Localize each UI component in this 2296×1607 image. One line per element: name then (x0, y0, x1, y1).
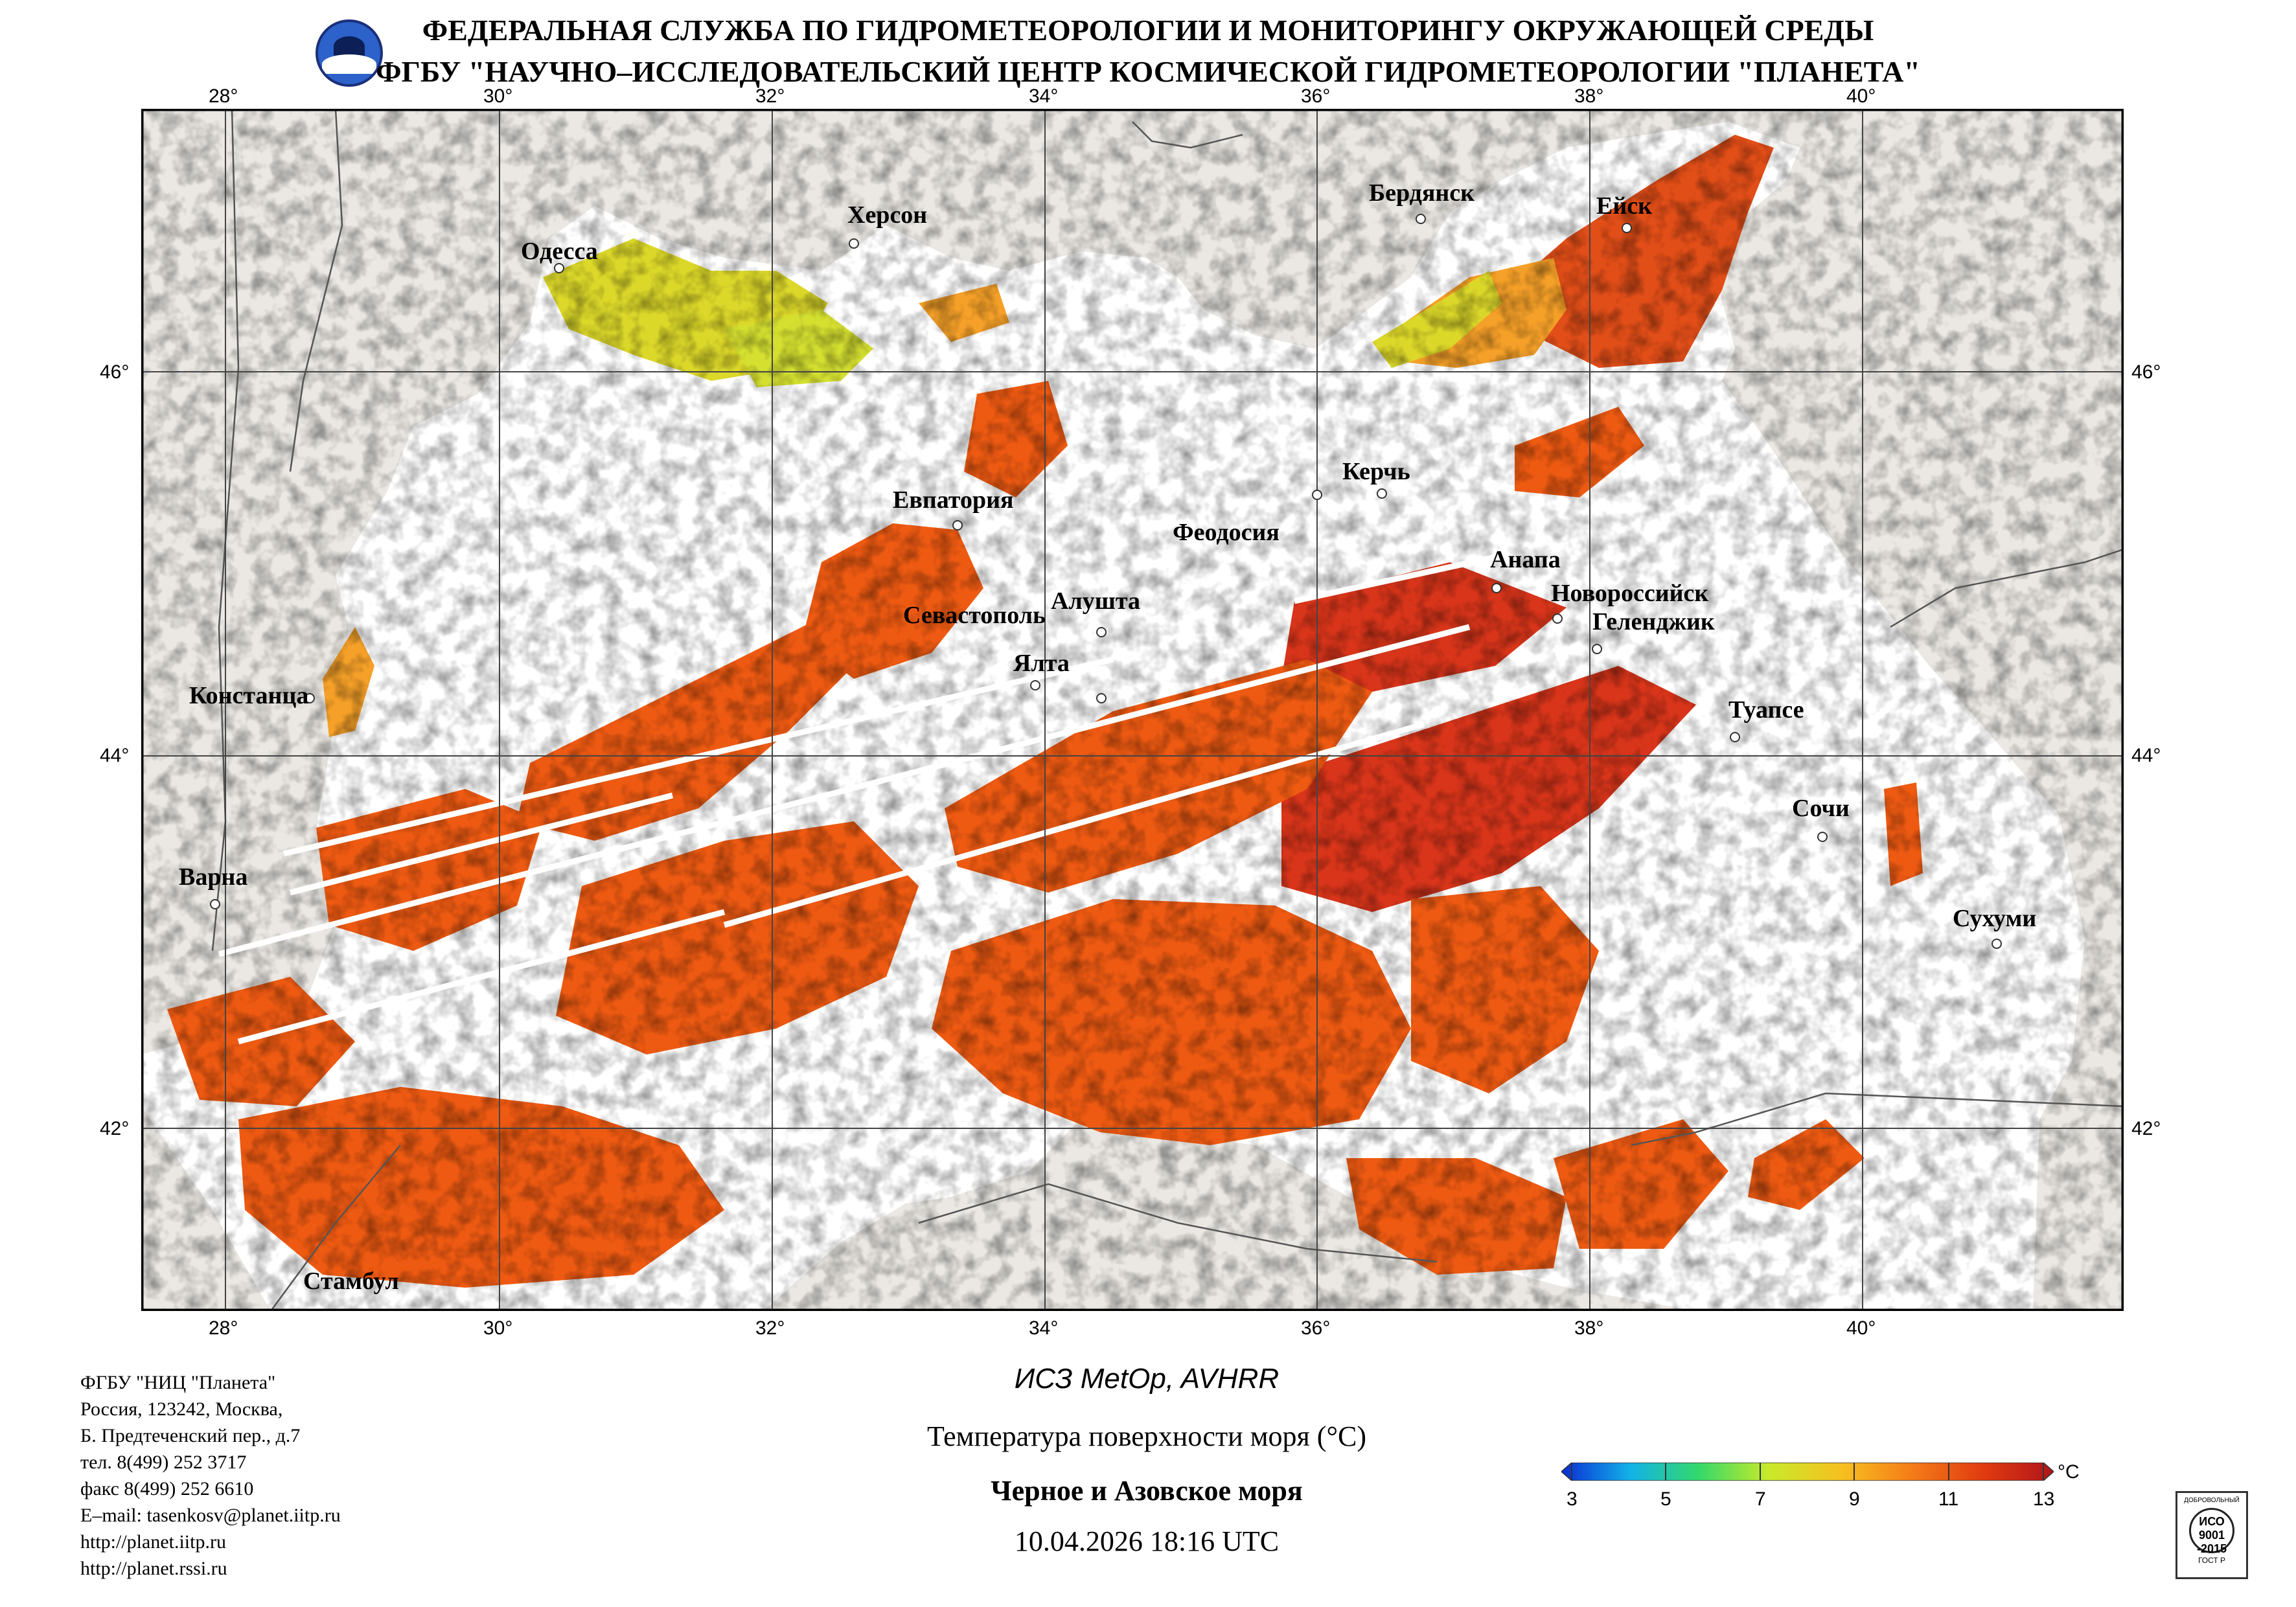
address-line: http://planet.iitp.ru (80, 1531, 226, 1553)
city-label: Керчь (1342, 458, 1410, 485)
address-line: http://planet.rssi.ru (80, 1558, 227, 1579)
city-label: Стамбул (303, 1268, 399, 1295)
lon-label-bottom: 38° (1574, 1317, 1604, 1339)
sst-colorbar (1560, 1462, 2055, 1481)
badge-line: 9001 (2198, 1529, 2225, 1542)
colorbar-tick: 11 (1938, 1488, 1959, 1510)
lat-label-right: 44° (2131, 745, 2161, 766)
lon-label-top: 28° (209, 85, 238, 107)
city-label: Одесса (521, 238, 598, 265)
badge-line: ДОБРОВОЛЬНЫЙ (2184, 1497, 2240, 1504)
lon-label-bottom: 34° (1029, 1317, 1059, 1339)
city-label: Алушта (1051, 587, 1140, 615)
address-line: факс 8(499) 252 6610 (80, 1478, 254, 1499)
city-label: Ялта (1013, 650, 1070, 677)
scan-gaps (218, 553, 1502, 1045)
city-label: Констанца (189, 682, 309, 709)
colorbar-tick: 13 (2033, 1488, 2055, 1510)
city-label: Евпатория (893, 486, 1014, 514)
lon-label-top: 34° (1029, 85, 1059, 107)
lon-label-top: 30° (483, 85, 513, 107)
city-label: Феодосия (1173, 519, 1280, 546)
region-caption: Черное и Азовское моря (991, 1475, 1303, 1507)
satellite-caption: ИСЗ MetOp, AVHRR (1014, 1363, 1280, 1395)
lat-label-left: 44° (100, 745, 130, 766)
lon-label-top: 40° (1846, 85, 1876, 107)
badge-line: ИСО (2199, 1515, 2225, 1528)
planeta-logo-icon (316, 19, 383, 87)
sst-map (141, 109, 2124, 1311)
organization-address: ФГБУ "НИЦ "Планета" Россия, 123242, Моск… (80, 1369, 341, 1582)
address-line: Б. Предтеченский пер., д.7 (80, 1425, 301, 1446)
lat-label-left: 42° (100, 1118, 130, 1139)
lon-label-top: 38° (1574, 85, 1604, 107)
colorbar-tick: 9 (1849, 1488, 1860, 1510)
badge-line: ГОСТ Р (2198, 1556, 2226, 1565)
header-line-1: ФЕДЕРАЛЬНАЯ СЛУЖБА ПО ГИДРОМЕТЕОРОЛОГИИ … (422, 14, 1874, 47)
colorbar-tick: 7 (1755, 1488, 1766, 1510)
city-label: Херсон (847, 201, 928, 229)
lon-label-bottom: 30° (483, 1317, 513, 1339)
city-label: Бердянск (1369, 179, 1475, 207)
city-dots (210, 214, 2002, 949)
colorbar-unit: °С (2058, 1461, 2080, 1483)
badge-line: -2015 (2196, 1542, 2227, 1555)
iso-icon: ИСО 9001 -2015 (2189, 1508, 2234, 1555)
lon-label-top: 32° (755, 85, 785, 107)
lat-label-left: 46° (100, 361, 130, 383)
address-line: E–mail: tasenkosv@planet.iitp.ru (80, 1505, 341, 1526)
city-label: Анапа (1490, 546, 1561, 573)
city-label: Сочи (1792, 795, 1850, 822)
city-label: Геленджик (1592, 608, 1715, 635)
lon-label-bottom: 28° (209, 1317, 238, 1339)
lon-label-bottom: 40° (1846, 1317, 1876, 1339)
iso-certification-badge: ДОБРОВОЛЬНЫЙ ИСО 9001 -2015 ГОСТ Р (2175, 1491, 2248, 1579)
colorbar-tick: 5 (1660, 1488, 1671, 1510)
address-line: тел. 8(499) 252 3717 (80, 1452, 247, 1473)
product-caption: Температура поверхности моря (°С) (926, 1420, 1367, 1452)
city-label: Новороссийск (1551, 580, 1709, 607)
lat-label-right: 46° (2131, 361, 2161, 383)
city-label: Туапсе (1728, 696, 1804, 724)
datetime-caption: 10.04.2026 18:16 UTC (1014, 1525, 1280, 1557)
graticule (141, 109, 2124, 1311)
city-label: Варна (179, 863, 248, 891)
lat-label-right: 42° (2131, 1118, 2161, 1139)
colorbar-tick: 3 (1567, 1488, 1578, 1510)
header-line-2: ФГБУ "НАУЧНО–ИССЛЕДОВАТЕЛЬСКИЙ ЦЕНТР КОС… (376, 55, 1920, 88)
address-line: ФГБУ "НИЦ "Планета" (80, 1372, 276, 1393)
city-label: Сухуми (1953, 905, 2037, 932)
lon-label-top: 36° (1301, 85, 1331, 107)
city-label: Ейск (1596, 192, 1653, 220)
lon-label-bottom: 32° (755, 1317, 785, 1339)
address-line: Россия, 123242, Москва, (80, 1398, 283, 1420)
city-label: Севастополь (903, 602, 1046, 629)
lon-label-bottom: 36° (1301, 1317, 1331, 1339)
